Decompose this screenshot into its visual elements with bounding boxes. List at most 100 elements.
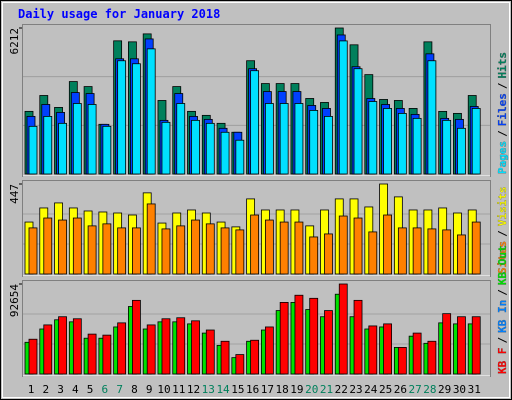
x-tick-label: 13: [202, 383, 215, 396]
bar: [250, 214, 260, 275]
bar: [353, 68, 363, 175]
bar: [58, 316, 67, 375]
x-tick-label: 29: [438, 383, 451, 396]
bar: [72, 318, 82, 375]
x-tick-label: 21: [320, 383, 333, 396]
x-tick-label: 27: [409, 383, 422, 396]
x-tick-label: 2: [42, 383, 49, 396]
bar: [264, 326, 274, 375]
x-tick-label: 28: [423, 383, 436, 396]
x-tick-label: 10: [157, 383, 170, 396]
bar: [28, 338, 38, 375]
bar: [43, 115, 53, 175]
legend-entry: Pages: [496, 141, 509, 174]
bar: [294, 294, 304, 375]
legend-entry: Hits: [496, 52, 509, 79]
bar: [324, 233, 333, 275]
legend-entry: Sites: [496, 241, 509, 274]
bar: [427, 60, 437, 175]
x-tick-label: 7: [116, 383, 123, 396]
bar: [264, 219, 274, 275]
bar: [117, 322, 127, 375]
bar: [457, 127, 466, 175]
legend-separator: /: [496, 337, 509, 344]
x-tick-label: 15: [231, 383, 244, 396]
legend: Pages / Files / Hits: [496, 52, 509, 174]
x-tick-label: 11: [172, 383, 185, 396]
bar: [87, 225, 97, 275]
bar: [132, 227, 141, 275]
bar: [72, 217, 82, 275]
bar: [264, 103, 274, 175]
bar: [353, 217, 363, 275]
x-tick-label: 31: [468, 383, 481, 396]
bar: [279, 103, 289, 175]
x-tick-label: 5: [87, 383, 94, 396]
bar: [220, 340, 230, 375]
y-tick-label: 447: [8, 184, 21, 204]
bar: [279, 302, 289, 375]
bar: [353, 299, 363, 375]
bar: [368, 325, 378, 375]
bar: [471, 108, 481, 175]
bar: [294, 103, 304, 175]
bar: [176, 103, 186, 175]
bar: [205, 223, 215, 275]
bar: [58, 219, 67, 275]
bar: [471, 221, 481, 275]
bar: [309, 236, 319, 275]
x-tick-label: 14: [216, 383, 230, 396]
x-tick-label: 18: [276, 383, 289, 396]
legend-separator: /: [496, 130, 509, 137]
bar: [87, 104, 97, 175]
bar: [338, 40, 348, 175]
x-tick-label: 17: [261, 383, 274, 396]
bar: [368, 231, 378, 275]
x-tick-label: 22: [335, 383, 348, 396]
bar: [442, 313, 452, 375]
bar: [338, 215, 348, 275]
bar: [205, 122, 215, 175]
bar: [191, 119, 200, 175]
bar: [471, 316, 481, 375]
x-tick-label: 3: [57, 383, 64, 396]
bar: [250, 339, 260, 375]
x-tick-label: 9: [146, 383, 153, 396]
bar: [427, 228, 437, 275]
bar: [235, 139, 245, 175]
bar: [176, 225, 186, 275]
bar: [294, 221, 304, 275]
bar: [132, 63, 141, 175]
y-tick-label: 92654: [8, 284, 21, 317]
bar: [220, 131, 230, 175]
x-tick-label: 20: [305, 383, 318, 396]
bar: [146, 48, 156, 175]
bar: [412, 117, 422, 175]
bar: [58, 122, 67, 175]
x-tick-label: 24: [364, 383, 378, 396]
x-tick-label: 30: [453, 383, 466, 396]
bar: [412, 227, 422, 275]
bar: [43, 324, 53, 375]
bar: [205, 329, 215, 375]
x-tick-label: 4: [72, 383, 79, 396]
bar: [338, 283, 348, 375]
bar: [309, 110, 319, 175]
bar: [161, 228, 171, 275]
legend: KB F / KB In / KB Out: [496, 245, 509, 374]
bar: [457, 316, 466, 375]
legend: Sites / Visits: [496, 187, 509, 275]
legend-entry: KB Out: [496, 245, 509, 285]
x-tick-label: 6: [102, 383, 109, 396]
bar: [397, 113, 407, 175]
bar: [309, 297, 319, 375]
bar: [28, 125, 38, 175]
bar: [146, 324, 156, 375]
x-tick-label: 23: [349, 383, 362, 396]
bar: [324, 115, 333, 175]
legend-separator: /: [496, 82, 509, 89]
bar: [146, 203, 156, 275]
legend-entry: KB In: [496, 300, 509, 333]
x-tick-label: 8: [131, 383, 138, 396]
